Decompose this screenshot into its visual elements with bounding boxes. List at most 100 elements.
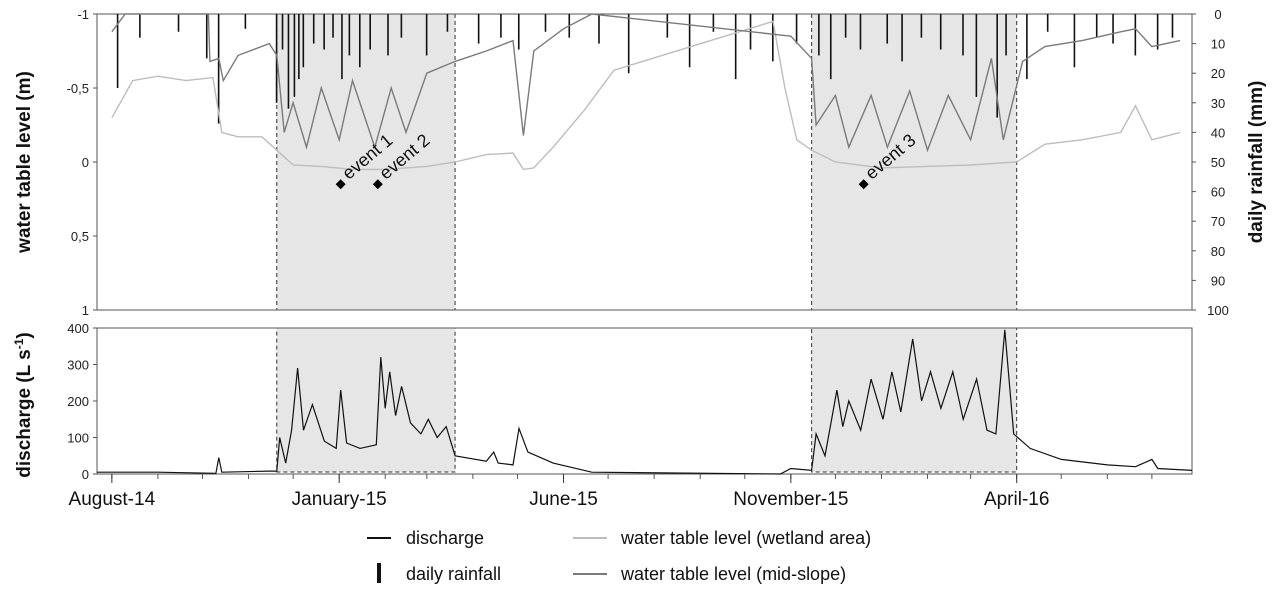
rainfall-bar-14 [332, 14, 334, 38]
rainfall-bar-52 [1095, 14, 1098, 38]
rainfall-bar-33 [734, 14, 737, 80]
right-y-axis-ticks: 0 10 20 30 40 50 60 70 80 90 100 [1192, 7, 1229, 318]
rainfall-bar-2 [177, 14, 180, 32]
right-tick-label-4: 40 [1211, 125, 1225, 140]
rainfall-bar-55 [1156, 14, 1159, 50]
rainfall-bar-43 [920, 14, 923, 38]
shaded-periods [276, 14, 1018, 473]
shaded-period-top-0 [276, 14, 456, 310]
rainfall-bar-54 [1134, 14, 1137, 56]
discharge-line [97, 329, 1193, 475]
rainfall-bar-48 [1005, 14, 1007, 56]
rainfall-bar-41 [886, 14, 889, 44]
rainfall-bar-53 [1112, 14, 1114, 44]
right-tick-label-9: 90 [1211, 273, 1225, 288]
rainfall-bar-29 [627, 14, 630, 74]
rainfall-bar-47 [996, 14, 998, 118]
x-tick-label-3: November-15 [733, 489, 848, 510]
rainfall-bar-13 [323, 14, 325, 50]
legend: discharge water table level (wetland are… [367, 528, 871, 584]
water-table-lines [111, 13, 1181, 171]
discharge-tick-label-3: 300 [67, 358, 89, 373]
right-tick-label-2: 20 [1211, 66, 1225, 81]
discharge-axis-title-close: ) [14, 332, 35, 338]
rainfall-bar-21 [425, 14, 428, 56]
rainfall-bar-42 [901, 14, 903, 62]
left-tick-label-1: 0,5 [71, 229, 89, 244]
rainfall-bar-16 [348, 14, 351, 56]
rainfall-bar-23 [477, 14, 480, 44]
legend-label-discharge: discharge [406, 528, 484, 548]
legend-label-midslope: water table level (mid-slope) [620, 564, 846, 584]
right-tick-label-0: 0 [1214, 7, 1221, 22]
discharge-series-line [97, 329, 1193, 475]
left-tick-label-3: -0,5 [67, 81, 89, 96]
left-tick-label-4: -1 [77, 7, 89, 22]
legend-label-wetland: water table level (wetland area) [620, 528, 871, 548]
shaded-period-top-1 [811, 14, 1017, 310]
shaded-period-bottom-0 [276, 327, 456, 473]
left-tick-label-0: 1 [82, 303, 89, 318]
right-tick-label-3: 30 [1211, 96, 1225, 111]
rainfall-bar-24 [500, 14, 502, 38]
rainfall-bar-37 [818, 14, 820, 56]
rainfall-bar-18 [369, 14, 371, 50]
rainfall-bar-35 [772, 14, 774, 62]
rainfall-bar-36 [795, 14, 798, 44]
rainfall-bar-38 [829, 14, 832, 80]
rainfall-bar-8 [287, 14, 290, 109]
rainfall-bar-5 [244, 14, 247, 29]
rainfall-bar-30 [666, 14, 669, 38]
rainfall-bar-11 [302, 14, 305, 68]
left-tick-label-2: 0 [82, 155, 89, 170]
discharge-tick-label-1: 100 [67, 431, 89, 446]
right-tick-label-10: 100 [1207, 303, 1229, 318]
rainfall-bar-9 [293, 14, 296, 97]
right-tick-label-1: 10 [1211, 37, 1225, 52]
x-tick-label-0: August-14 [69, 489, 156, 510]
rainfall-bar-45 [962, 14, 964, 56]
right-tick-label-7: 70 [1211, 214, 1225, 229]
rainfall-bar-20 [400, 14, 403, 38]
legend-symbol-rainfall [377, 563, 381, 583]
rainfall-bar-49 [1026, 14, 1028, 80]
rainfall-bar-1 [139, 14, 141, 38]
rainfall-bar-40 [859, 14, 862, 50]
discharge-tick-label-0: 0 [82, 467, 89, 482]
rainfall-bar-51 [1073, 14, 1076, 68]
right-tick-label-5: 50 [1211, 155, 1225, 170]
rainfall-bar-3 [205, 14, 208, 59]
rainfall-bar-28 [598, 14, 600, 44]
rainfall-bar-7 [281, 14, 284, 50]
rainfall-bar-46 [975, 14, 978, 97]
rainfall-bar-0 [116, 14, 119, 88]
rainfall-bars [116, 14, 1174, 124]
discharge-axis-title: discharge (L s-1) [12, 332, 35, 477]
discharge-tick-label-2: 200 [67, 394, 89, 409]
rainfall-bar-12 [312, 14, 315, 44]
discharge-axis-title-main: discharge (L s [14, 349, 35, 477]
left-y-axis-ticks: 1 0,5 0 -0,5 -1 [67, 7, 97, 318]
rainfall-bar-32 [712, 14, 715, 32]
x-tick-label-1: January-15 [292, 489, 387, 510]
rainfall-bar-10 [298, 14, 300, 80]
discharge-axis-title-sup: -1 [12, 338, 26, 349]
x-axis-ticks: August-14 January-15 June-15 November-15 Apr… [69, 474, 1153, 510]
rainfall-bar-50 [1046, 14, 1049, 32]
right-axis-title: daily rainfall (mm) [1246, 81, 1267, 244]
rainfall-bar-39 [844, 14, 847, 38]
rainfall-bar-44 [939, 14, 942, 50]
legend-label-rainfall: daily rainfall [406, 564, 501, 584]
rainfall-bar-25 [517, 14, 520, 50]
discharge-tick-label-4: 400 [67, 321, 89, 336]
event-marker-1 [335, 179, 346, 190]
rainfall-bar-4 [217, 14, 220, 124]
event-marker-2 [372, 179, 383, 190]
x-tick-label-4: April-16 [984, 489, 1049, 510]
rainfall-bar-19 [387, 14, 389, 56]
rainfall-bar-15 [341, 14, 343, 80]
rainfall-bar-31 [688, 14, 691, 68]
midslope-water-table-line [111, 13, 1181, 153]
